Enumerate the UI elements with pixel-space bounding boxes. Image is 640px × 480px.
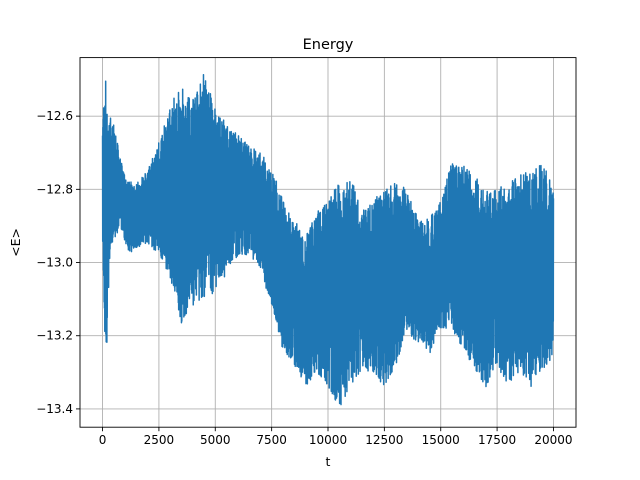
x-tick-label: 5000 <box>200 433 231 447</box>
y-tick-label: −13.2 <box>36 329 73 343</box>
x-tick-label: 20000 <box>534 433 572 447</box>
x-tick-label: 10000 <box>309 433 347 447</box>
energy-series-line <box>101 74 555 406</box>
series-layer <box>101 74 555 406</box>
y-tick-label: −12.6 <box>36 109 73 123</box>
y-tick-label: −12.8 <box>36 182 73 196</box>
x-tick-label: 12500 <box>365 433 403 447</box>
x-tick-label: 2500 <box>144 433 175 447</box>
y-axis-label: <E> <box>8 228 23 257</box>
chart-title: Energy <box>303 37 354 53</box>
x-tick-label: 15000 <box>422 433 460 447</box>
ticks: 0 2500 5000 7500 10000 12500 15000 17500 20000 −1… <box>36 109 572 447</box>
y-tick-label: −13.4 <box>36 402 73 416</box>
x-tick-label: 0 <box>99 433 107 447</box>
x-tick-label: 17500 <box>478 433 516 447</box>
y-tick-label: −13.0 <box>36 256 73 270</box>
x-axis-label: t <box>326 454 331 469</box>
x-tick-label: 7500 <box>256 433 287 447</box>
